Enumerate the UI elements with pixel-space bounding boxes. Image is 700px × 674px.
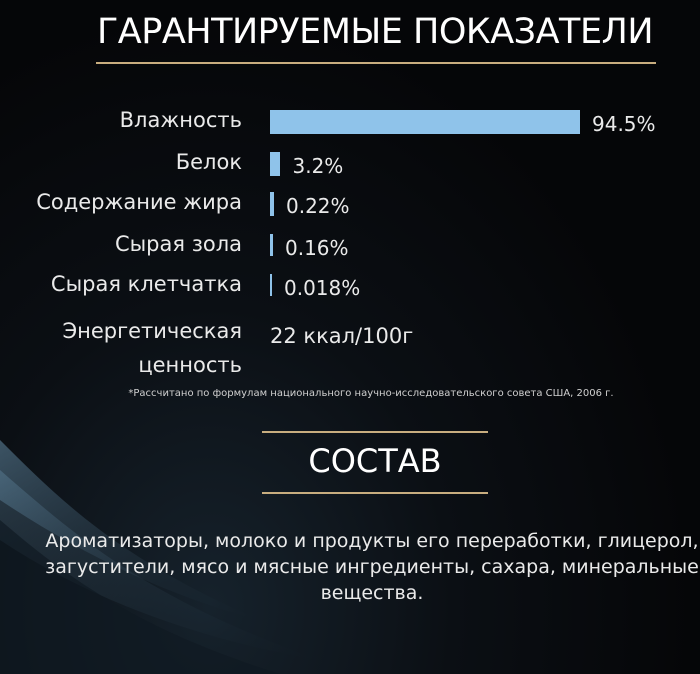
value-label: 0.018% [284,276,361,300]
value-label: 94.5% [592,112,656,136]
category-label: Сырая зола [114,232,242,256]
bar-0 [270,110,580,134]
energy-value: 22 ккал/100г [270,324,414,348]
title-divider [96,62,656,64]
category-label: Влажность [119,108,242,132]
bar-4 [270,274,272,296]
value-label: 0.16% [285,236,349,260]
category-label: Содержание жира [36,190,242,214]
category-label: Сырая клетчатка [50,272,242,296]
category-label: Белок [175,150,242,174]
bar-1 [270,152,281,176]
value-label: 3.2% [292,154,344,178]
value-label: 0.22% [286,194,350,218]
composition-bottom-divider [262,492,488,494]
section-title-guaranteed: ГАРАНТИРУЕМЫЕ ПОКАЗАТЕЛИ [96,12,654,52]
energy-label: Энергетическая ценность [62,319,242,377]
bar-3 [270,234,273,256]
composition-text: Ароматизаторы, молоко и продукты его пер… [45,530,699,604]
footnote: *Рассчитано по формулам национального на… [128,388,614,399]
section-title-composition: СОСТАВ [308,442,442,480]
bar-2 [270,192,274,216]
composition-top-divider [262,431,488,433]
